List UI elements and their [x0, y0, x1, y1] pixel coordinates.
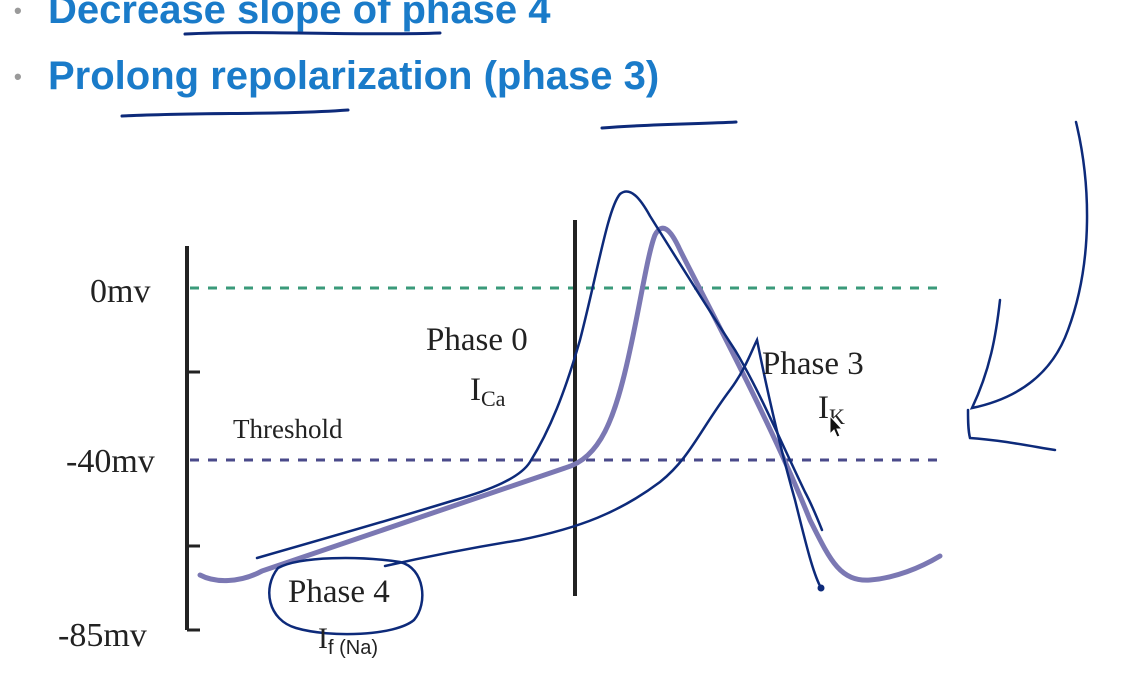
bullet-dot: • — [14, 63, 22, 89]
ink-shifted-curve — [255, 190, 824, 560]
phase0-current: ICa — [470, 372, 506, 411]
ink-phase4-circle — [268, 556, 424, 636]
phase4-title: Phase 4 — [288, 574, 390, 610]
phase4-current: If (Na) — [318, 622, 378, 659]
label-0mv: 0mv — [90, 273, 150, 310]
ink-arrow-head — [966, 408, 1057, 452]
ink-underline-3 — [600, 120, 738, 130]
ink-prolonged-curve — [383, 336, 822, 588]
mouse-cursor-icon — [829, 414, 844, 438]
bullet-item-prolong-repolarization: • Prolong repolarization (phase 3) — [14, 54, 659, 99]
action-potential-curve — [197, 225, 943, 584]
bullet-dot: • — [14, 0, 22, 23]
ink-underline-1 — [183, 31, 442, 36]
threshold-label: Threshold — [233, 414, 343, 444]
ink-underline-2 — [120, 108, 350, 118]
phase0-title: Phase 0 — [426, 322, 528, 358]
bullet-item-decrease-slope: • Decrease slope of phase 4 — [14, 0, 550, 33]
bullet-text: Decrease slope of phase 4 — [48, 0, 551, 32]
label-minus-40mv: -40mv — [66, 443, 155, 480]
ink-arrow-shaft — [969, 120, 1089, 410]
bullet-text: Prolong repolarization (phase 3) — [48, 54, 660, 98]
phase3-title: Phase 3 — [762, 346, 864, 382]
ink-dot — [817, 584, 825, 592]
label-minus-85mv: -85mv — [58, 617, 147, 654]
